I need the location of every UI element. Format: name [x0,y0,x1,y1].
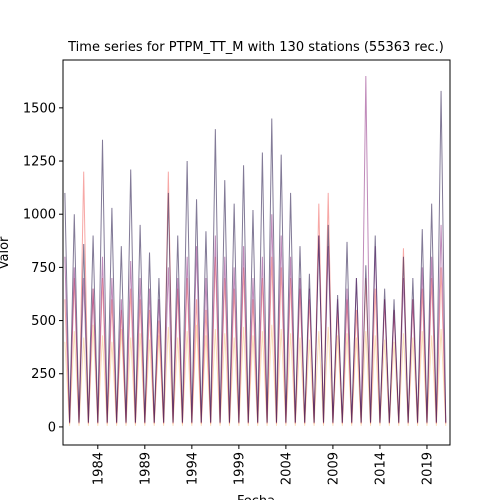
y-tick-label: 500 [31,314,56,329]
x-tick-label: 2009 [326,452,341,485]
x-tick-label: 1999 [232,452,247,485]
plot-frame [62,59,451,446]
x-tick-label: 1984 [91,452,106,485]
x-tick-label: 2014 [373,452,388,485]
y-tick-label: 1000 [23,208,56,223]
y-tick-label: 1500 [23,101,56,116]
series-line [64,90,447,423]
series-line [64,324,447,426]
x-tick-label: 1989 [138,452,153,485]
x-tick-label: 1994 [185,452,200,485]
chart-title: Time series for PTPM_TT_M with 130 stati… [67,40,444,55]
y-tick-label: 0 [48,420,56,435]
y-axis-label: Valor [0,236,12,269]
x-tick-label: 2019 [420,452,435,485]
y-tick-label: 1250 [23,155,56,170]
x-tick-label: 2004 [279,452,294,485]
y-tick-label: 750 [31,261,56,276]
x-axis-label: Fecha [237,494,275,500]
y-tick-label: 250 [31,367,56,382]
